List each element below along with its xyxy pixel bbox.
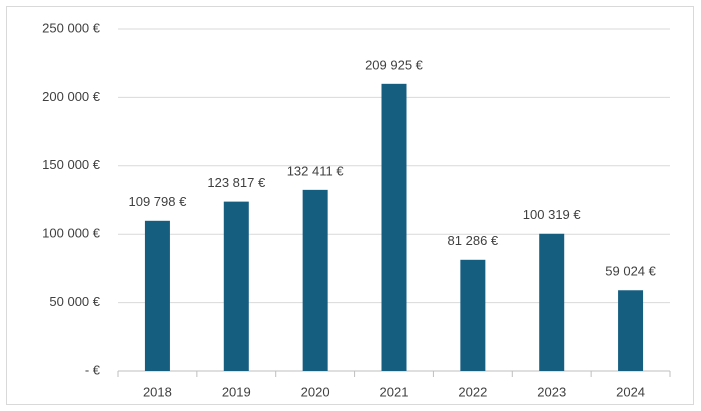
bar — [223, 201, 249, 371]
bar — [144, 220, 170, 371]
data-label: 100 319 € — [523, 207, 582, 222]
bar — [539, 233, 565, 371]
chart-border — [6, 6, 694, 405]
x-tick-label: 2022 — [458, 384, 487, 399]
bar — [460, 259, 486, 371]
data-label: 109 798 € — [129, 194, 188, 209]
y-tick-label: - € — [85, 362, 101, 377]
data-label: 132 411 € — [287, 163, 345, 178]
x-tick-label: 2019 — [222, 384, 251, 399]
x-tick-label: 2018 — [143, 384, 172, 399]
bar — [302, 189, 328, 371]
x-tick-label: 2023 — [537, 384, 566, 399]
x-tick-label: 2024 — [616, 384, 645, 399]
data-label: 81 286 € — [448, 233, 499, 248]
x-tick-label: 2020 — [301, 384, 330, 399]
bar — [618, 290, 644, 371]
y-tick-label: 200 000 € — [42, 89, 101, 104]
x-tick-label: 2021 — [380, 384, 409, 399]
y-tick-label: 250 000 € — [42, 20, 101, 35]
y-tick-label: 50 000 € — [49, 294, 100, 309]
y-tick-label: 150 000 € — [42, 157, 101, 172]
data-label: 123 817 € — [207, 175, 266, 190]
y-tick-label: 100 000 € — [42, 226, 101, 241]
data-label: 209 925 € — [365, 57, 424, 72]
data-label: 59 024 € — [605, 264, 656, 279]
bar — [381, 83, 407, 371]
